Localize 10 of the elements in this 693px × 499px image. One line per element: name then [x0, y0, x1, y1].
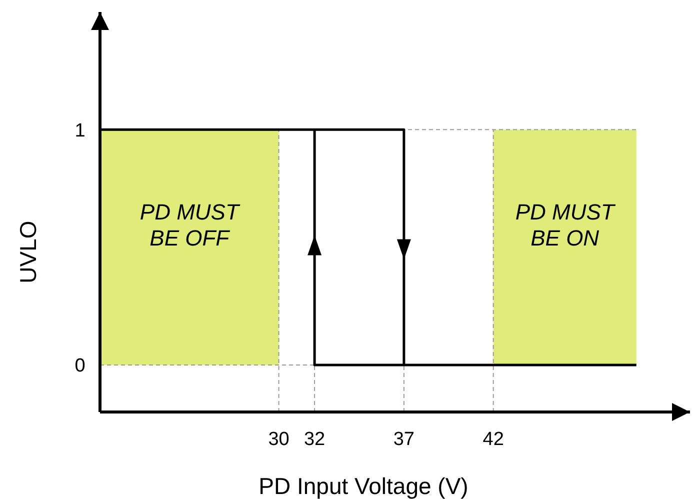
band-label: PD MUST BE OFF: [140, 199, 240, 250]
y-axis-title: UVLO: [15, 220, 41, 284]
y-tick-label: 0: [74, 356, 86, 377]
x-tick-label: 37: [393, 429, 415, 450]
x-tick-label: 42: [482, 429, 504, 450]
x-tick-label: 32: [304, 429, 326, 450]
x-tick-label: 30: [268, 429, 290, 450]
band-label: PD MUST BE ON: [515, 199, 616, 250]
x-axis-title: PD Input Voltage (V): [258, 473, 468, 499]
y-tick-label: 1: [74, 120, 86, 142]
